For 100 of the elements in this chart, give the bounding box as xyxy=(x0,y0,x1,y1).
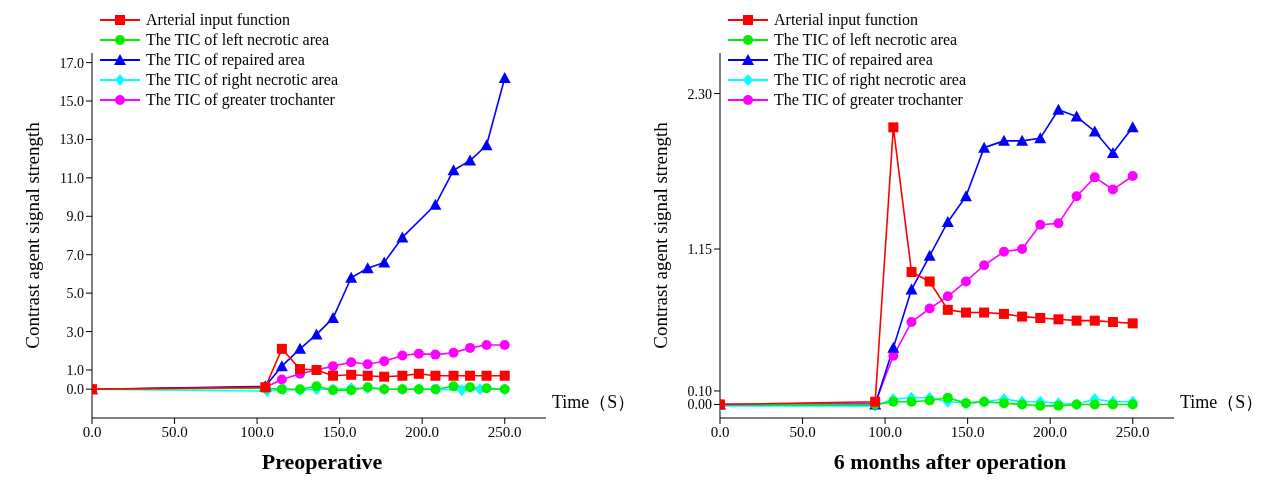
point xyxy=(499,340,510,350)
point xyxy=(397,370,408,381)
point xyxy=(295,364,306,375)
legend-label: The TIC of left necrotic area xyxy=(774,30,958,50)
point xyxy=(1017,399,1028,410)
point xyxy=(498,71,511,83)
y-axis-title: Contrast agent signal strength xyxy=(649,121,671,349)
y-tick-label: 0.10 xyxy=(687,383,712,399)
point xyxy=(1035,219,1046,230)
legend-label: The TIC of repaired area xyxy=(146,50,305,70)
point xyxy=(924,395,935,406)
point xyxy=(448,370,459,381)
point xyxy=(1070,110,1083,122)
point xyxy=(979,307,990,318)
point xyxy=(1126,121,1139,133)
y-tick-label: 7.0 xyxy=(66,247,84,263)
point xyxy=(1089,172,1100,183)
x-tick-label: 50.0 xyxy=(161,423,188,440)
point xyxy=(1089,315,1100,326)
point xyxy=(1071,315,1082,326)
x-tick-label: 100.0 xyxy=(240,423,274,440)
y-tick-label: 11.0 xyxy=(60,170,84,186)
point xyxy=(906,267,917,277)
x-tick-label: 50.0 xyxy=(789,423,816,440)
point xyxy=(481,370,492,381)
y-tick-label: 9.0 xyxy=(66,209,84,225)
point xyxy=(1089,399,1100,410)
point xyxy=(481,340,492,350)
point xyxy=(328,361,339,372)
point xyxy=(379,356,390,367)
y-tick-label: 15.0 xyxy=(59,94,84,109)
legend-label: The TIC of right necrotic area xyxy=(774,70,967,90)
point xyxy=(1035,400,1046,411)
point xyxy=(499,370,510,381)
point xyxy=(1127,399,1138,410)
point xyxy=(942,304,953,315)
point xyxy=(379,371,390,382)
point xyxy=(1053,314,1064,325)
text: 6 months after operation xyxy=(833,449,1067,475)
legend-label: The TIC of greater trochanter xyxy=(146,90,335,110)
point xyxy=(276,343,287,354)
point xyxy=(888,122,899,133)
point xyxy=(1088,125,1101,137)
point xyxy=(906,317,917,328)
point xyxy=(1107,184,1118,195)
point xyxy=(447,164,460,176)
x-tick-label: 150.0 xyxy=(322,423,357,440)
point xyxy=(430,370,441,381)
point xyxy=(276,374,287,385)
point xyxy=(1107,399,1118,410)
point xyxy=(1071,191,1082,202)
point xyxy=(429,198,442,210)
x-tick-label: 250.0 xyxy=(1115,423,1150,440)
point xyxy=(887,341,900,353)
point xyxy=(464,154,477,166)
point xyxy=(906,396,917,407)
point xyxy=(1035,312,1046,323)
y-tick-label: 17.0 xyxy=(59,55,84,71)
point xyxy=(480,139,493,151)
point xyxy=(1127,171,1138,182)
legend-label: Arterial input function xyxy=(146,10,290,30)
point xyxy=(456,384,467,397)
y-tick-label: 0.00 xyxy=(687,397,712,413)
point xyxy=(1127,318,1138,329)
point xyxy=(905,283,918,295)
y-tick-label: 0.0 xyxy=(66,382,84,398)
x-tick-label: 0.0 xyxy=(710,423,730,440)
x-tick-label: 0.0 xyxy=(82,423,102,440)
y-tick-label: 5.0 xyxy=(66,286,84,302)
point xyxy=(1016,134,1029,146)
point xyxy=(345,271,358,283)
point xyxy=(465,370,476,381)
legend-label: The TIC of repaired area xyxy=(774,50,933,70)
point xyxy=(960,307,971,318)
point xyxy=(978,141,991,153)
point xyxy=(942,392,953,403)
text: Preoperative xyxy=(261,449,383,475)
legend-label: The TIC of right necrotic area xyxy=(146,70,339,90)
point xyxy=(942,291,953,302)
x-tick-label: 200.0 xyxy=(1033,423,1068,440)
point xyxy=(1034,132,1047,144)
point xyxy=(998,398,1009,409)
point xyxy=(362,370,373,381)
point xyxy=(346,369,357,380)
point xyxy=(294,342,307,354)
point xyxy=(1017,244,1028,255)
y-axis-title: Contrast agent signal strength xyxy=(21,121,43,349)
legend-label: The TIC of greater trochanter xyxy=(774,90,963,110)
y-tick-label: 1.0 xyxy=(66,362,84,378)
point xyxy=(430,349,441,360)
y-tick-label: 13.0 xyxy=(59,132,84,148)
point xyxy=(998,246,1009,257)
point xyxy=(361,262,374,274)
x-tick-label: 200.0 xyxy=(405,423,440,440)
point xyxy=(396,231,409,243)
x-tick-label: 250.0 xyxy=(487,423,522,440)
point xyxy=(362,359,373,370)
point xyxy=(924,303,935,314)
x-axis-title: Time（S） xyxy=(552,392,636,412)
point xyxy=(465,382,476,393)
